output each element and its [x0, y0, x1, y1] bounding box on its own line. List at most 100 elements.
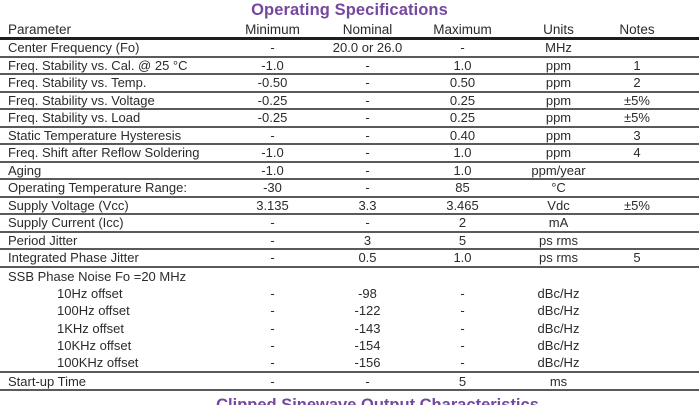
- header-nominal: Nominal: [342, 21, 393, 37]
- cell-maximum: 0.40: [449, 127, 476, 143]
- spec-table-body: Center Frequency (Fo) - 20.0 or 26.0 - MHz Fr…: [0, 40, 699, 391]
- cell-maximum: 0.50: [449, 75, 476, 91]
- cell-units: dBc/Hz: [537, 303, 580, 319]
- cell-nominal: -: [365, 127, 370, 143]
- cell-units: dBc/Hz: [537, 355, 580, 371]
- cell-notes: ±5%: [624, 110, 650, 126]
- cell-parameter: 10Hz offset: [57, 285, 123, 301]
- cell-maximum: -: [460, 40, 465, 56]
- cell-nominal: -: [365, 92, 370, 108]
- cell-units: ppm: [545, 75, 572, 91]
- cell-parameter: Period Jitter: [8, 232, 78, 248]
- cell-maximum: 1.0: [453, 57, 472, 73]
- cell-nominal: -: [365, 180, 370, 196]
- cell-minimum: -0.25: [257, 110, 288, 126]
- header-notes: Notes: [619, 21, 655, 37]
- table-subrow: 10KHz offset - -154 - dBc/Hz: [0, 337, 699, 354]
- cell-maximum: 0.25: [449, 92, 476, 108]
- cell-units: dBc/Hz: [537, 337, 580, 353]
- next-section-title: Clipped Sinewave Output Characteristics: [216, 395, 539, 405]
- table-subrow: 1KHz offset - -143 - dBc/Hz: [0, 319, 699, 336]
- cell-minimum: -: [270, 232, 275, 248]
- cell-minimum: -: [270, 127, 275, 143]
- cell-maximum: 3.465: [446, 197, 479, 213]
- cell-maximum: -: [460, 285, 465, 301]
- header-parameter: Parameter: [8, 21, 72, 37]
- table-row: Static Temperature Hysteresis - - 0.40 ppm 3: [0, 127, 699, 145]
- cell-minimum: -: [270, 373, 275, 389]
- cell-parameter: Supply Voltage (Vcc): [8, 197, 129, 213]
- table-row: Supply Voltage (Vcc) 3.135 3.3 3.465 Vdc ±5%: [0, 197, 699, 215]
- table-row-group: SSB Phase Noise Fo =20 MHz 10Hz offset - -9…: [0, 268, 699, 374]
- header-maximum: Maximum: [433, 21, 492, 37]
- cell-units: ms: [549, 373, 568, 389]
- cell-parameter: Static Temperature Hysteresis: [8, 127, 182, 143]
- cell-minimum: -1.0: [261, 162, 284, 178]
- table-subrow: 10Hz offset - -98 - dBc/Hz: [0, 285, 699, 302]
- cell-notes: 1: [633, 57, 641, 73]
- cell-parameter: 1KHz offset: [57, 320, 124, 336]
- cell-maximum: -: [460, 355, 465, 371]
- cell-notes: 5: [633, 250, 641, 266]
- cell-parameter: Center Frequency (Fo): [8, 40, 140, 56]
- cell-units: MHz: [545, 40, 572, 56]
- table-row: Period Jitter - 3 5 ps rms: [0, 232, 699, 250]
- cell-units: ppm: [545, 127, 572, 143]
- cell-parameter: 100KHz offset: [57, 355, 139, 371]
- cell-parameter: Freq. Stability vs. Load: [8, 110, 141, 126]
- cell-minimum: -: [270, 320, 275, 336]
- cell-units: ppm: [545, 145, 572, 161]
- cell-nominal: -: [365, 215, 370, 231]
- cell-parameter: Operating Temperature Range:: [8, 180, 187, 196]
- cell-maximum: -: [460, 303, 465, 319]
- cell-units: dBc/Hz: [537, 285, 580, 301]
- cell-maximum: -: [460, 337, 465, 353]
- cell-nominal: -: [365, 75, 370, 91]
- cell-maximum: 1.0: [453, 145, 472, 161]
- cell-nominal: -156: [354, 355, 381, 371]
- cell-minimum: -0.50: [257, 75, 288, 91]
- cell-parameter: Aging: [8, 162, 42, 178]
- cell-units: ppm: [545, 57, 572, 73]
- group-label: SSB Phase Noise Fo =20 MHz: [8, 268, 187, 284]
- cell-minimum: -1.0: [261, 57, 284, 73]
- cell-parameter: 10KHz offset: [57, 337, 132, 353]
- header-minimum: Minimum: [245, 21, 300, 37]
- spec-table-header-row: Parameter Minimum Nominal Maximum Units …: [0, 21, 699, 40]
- cell-maximum: 0.25: [449, 110, 476, 126]
- table-row: Aging -1.0-1.0 ppm/year: [0, 162, 699, 180]
- cell-minimum: -: [270, 250, 275, 266]
- table-row: Freq. Stability vs. Cal. @ 25 °C -1.0-1.0…: [0, 57, 699, 75]
- table-row: Supply Current (Icc) - - 2 mA: [0, 215, 699, 233]
- table-row: Freq. Shift after Reflow Soldering -1.0-1…: [0, 145, 699, 163]
- cell-parameter: 100Hz offset: [57, 303, 130, 319]
- cell-units: dBc/Hz: [537, 320, 580, 336]
- cell-nominal: -143: [354, 320, 381, 336]
- cell-nominal: -122: [354, 303, 381, 319]
- cell-maximum: 1.0: [453, 250, 472, 266]
- table-subrow: 100Hz offset - -122 - dBc/Hz: [0, 302, 699, 319]
- cell-notes: 2: [633, 75, 641, 91]
- cell-minimum: -0.25: [257, 92, 288, 108]
- table-row: Start-up Time - - 5 ms: [0, 373, 699, 391]
- cell-parameter: Freq. Stability vs. Temp.: [8, 75, 147, 91]
- cell-maximum: 2: [458, 215, 467, 231]
- section-title: Operating Specifications: [251, 1, 448, 19]
- cell-notes: ±5%: [624, 92, 650, 108]
- cell-nominal: -98: [358, 285, 377, 301]
- table-row: Freq. Stability vs. Voltage -0.25-0.25 ppm…: [0, 92, 699, 110]
- cell-minimum: -30: [263, 180, 282, 196]
- cell-units: ppm: [545, 110, 572, 126]
- table-row: Freq. Stability vs. Temp. -0.50-0.50 ppm 2: [0, 75, 699, 93]
- cell-minimum: -: [270, 285, 275, 301]
- cell-maximum: 1.0: [453, 162, 472, 178]
- cell-units: ppm/year: [531, 162, 586, 178]
- table-row: Freq. Stability vs. Load -0.25-0.25 ppm ±5%: [0, 110, 699, 128]
- cell-parameter: Supply Current (Icc): [8, 215, 124, 231]
- cell-minimum: -: [270, 40, 275, 56]
- cell-nominal: -154: [354, 337, 381, 353]
- cell-nominal: -: [365, 373, 370, 389]
- cell-units: Vdc: [547, 197, 570, 213]
- cell-maximum: 5: [458, 373, 467, 389]
- cell-parameter: Freq. Stability vs. Voltage: [8, 92, 155, 108]
